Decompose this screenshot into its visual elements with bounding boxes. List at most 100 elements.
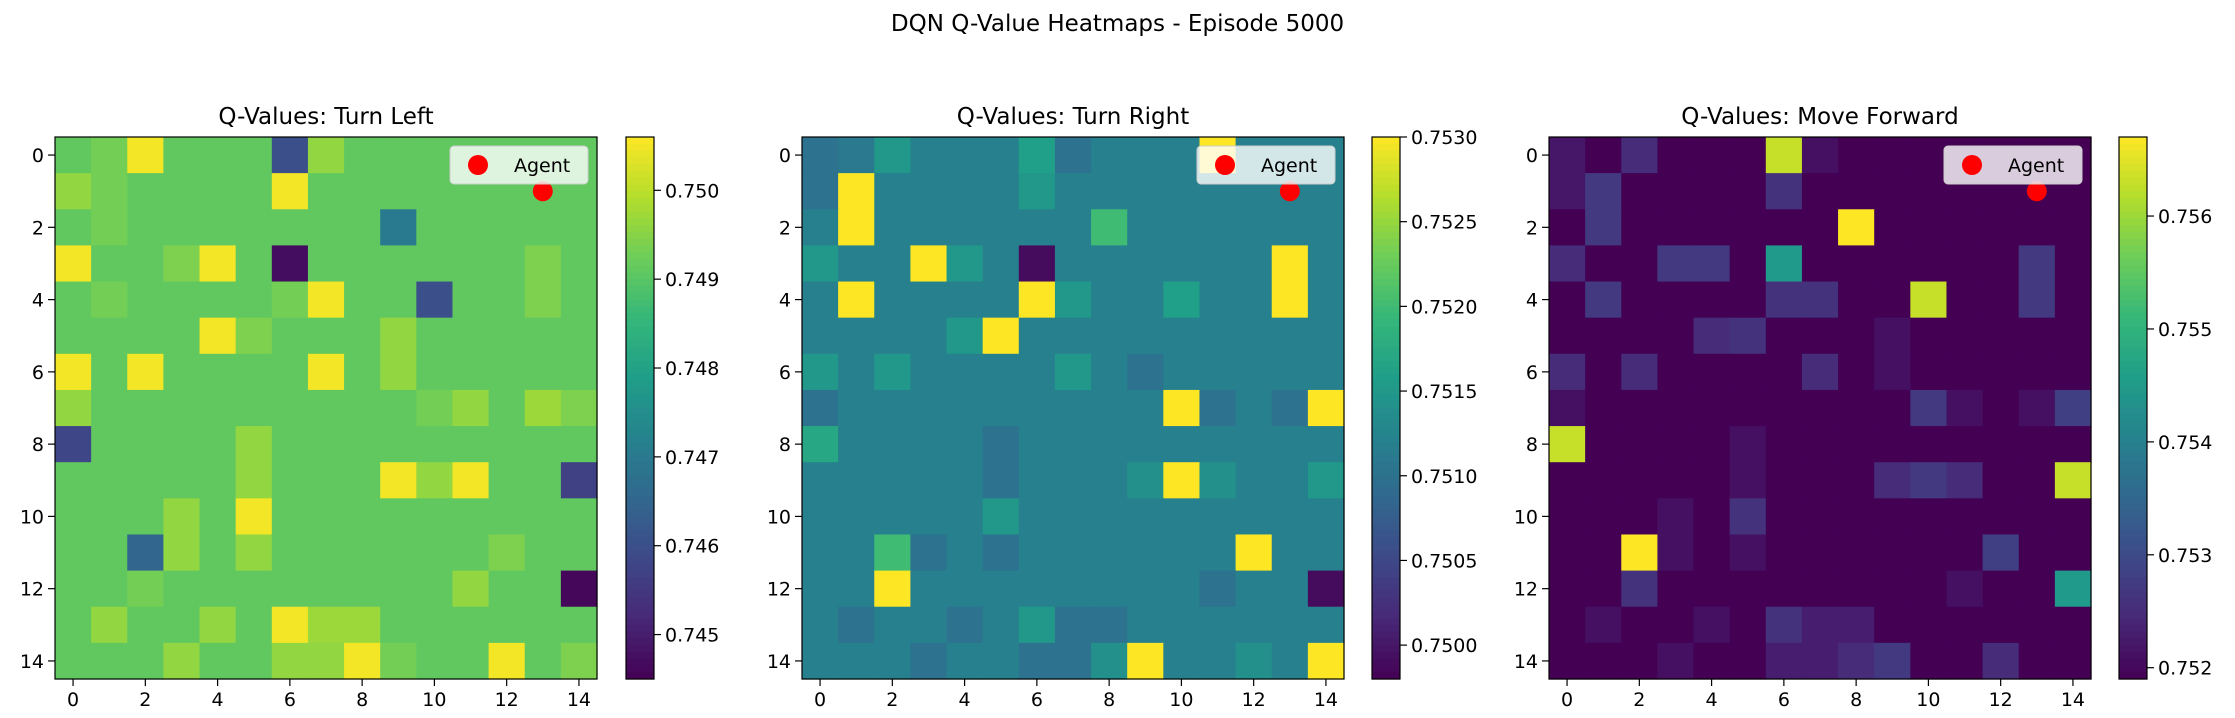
heatmap-cell (452, 462, 490, 499)
colorbar-segment (626, 218, 654, 226)
colorbar-segment (2119, 225, 2147, 233)
colorbar-segment (2119, 272, 2147, 280)
heatmap-cell (524, 389, 562, 427)
colorbar-tick-label: 0.755 (2158, 319, 2212, 341)
heatmap-cell (1054, 462, 1092, 499)
heatmap-cell (2018, 317, 2056, 355)
colorbar-segment (1372, 272, 1400, 280)
colorbar-segment (2119, 170, 2147, 179)
heatmap-cell (91, 137, 128, 174)
heatmap-cell (1801, 642, 1839, 680)
heatmap-cell (982, 173, 1020, 210)
colorbar-segment (626, 238, 654, 246)
heatmap-cell (235, 137, 273, 174)
heatmap-cell (55, 173, 92, 210)
colorbar-segment (1372, 374, 1400, 382)
colorbar-segment (2119, 340, 2147, 348)
heatmap-cell (982, 498, 1020, 536)
heatmap-cell (1621, 606, 1658, 644)
heatmap-cell (1091, 606, 1128, 644)
heatmap-cell (1765, 570, 1803, 608)
y-tick-label: 4 (32, 290, 44, 312)
colorbar-segment (1372, 475, 1400, 484)
heatmap-cell (1091, 353, 1128, 391)
heatmap-cell (488, 462, 526, 499)
heatmap-cell (1549, 642, 1586, 680)
colorbar-segment (626, 496, 654, 504)
x-tick-label: 10 (1916, 689, 1940, 711)
colorbar-segment (2119, 353, 2147, 362)
colorbar-segment (1372, 502, 1400, 511)
heatmap-cell (1729, 173, 1767, 210)
heatmap-cell (910, 642, 948, 680)
colorbar-segment (626, 448, 654, 457)
colorbar-segment (2119, 604, 2147, 612)
heatmap-cell (344, 534, 381, 572)
heatmap-cell (1801, 462, 1839, 499)
heatmap-cell (1946, 426, 1984, 463)
heatmap-cell (2054, 353, 2092, 391)
colorbar-segment (626, 482, 654, 490)
heatmap-cell (380, 534, 417, 572)
y-tick-label: 14 (767, 651, 791, 673)
colorbar-segment (1372, 279, 1400, 287)
heatmap-cell (1657, 462, 1695, 499)
colorbar-segment (2119, 258, 2147, 267)
heatmap-cell (838, 317, 875, 355)
colorbar-segment (626, 394, 654, 402)
heatmap-cell (1127, 137, 1164, 174)
x-tick-label: 0 (67, 689, 79, 711)
heatmap-cell (1838, 498, 1875, 536)
heatmap-cell (1199, 642, 1237, 680)
colorbar-segment (1372, 624, 1400, 633)
heatmap-cell (91, 570, 128, 608)
heatmap-cell (1946, 245, 1984, 283)
colorbar-segment (626, 164, 654, 172)
heatmap-cell (307, 462, 345, 499)
heatmap-cell (910, 317, 948, 355)
heatmap-cell (452, 498, 490, 536)
heatmap-cell (416, 281, 454, 319)
heatmap-cell (1054, 353, 1092, 391)
heatmap-cell (1091, 173, 1128, 210)
colorbar-tick-label: 0.7525 (1411, 212, 1477, 234)
colorbar-segment (626, 631, 654, 639)
legend-box (1943, 145, 2083, 185)
heatmap-cell (802, 642, 839, 680)
colorbar-segment (1372, 421, 1400, 429)
colorbar-segment (2119, 536, 2147, 545)
heatmap-cell (1127, 317, 1164, 355)
heatmap-panel (1542, 136, 2154, 686)
heatmap-cell (838, 606, 875, 644)
heatmap-cell (1585, 462, 1622, 499)
colorbar-segment (626, 428, 654, 436)
colorbar-segment (626, 231, 654, 240)
heatmap-cell (1765, 353, 1803, 391)
colorbar-segment (626, 374, 654, 382)
heatmap-cell (1163, 137, 1201, 174)
heatmap-cell (452, 570, 490, 608)
colorbar-segment (1372, 299, 1400, 307)
heatmap-cell (874, 462, 911, 499)
colorbar-segment (626, 292, 654, 301)
heatmap-cell (560, 642, 598, 680)
heatmap-cell (1874, 570, 1911, 608)
heatmap-cell (1621, 498, 1658, 536)
heatmap-cell (910, 209, 948, 246)
heatmap-cell (1838, 606, 1875, 644)
heatmap-cell (1874, 426, 1911, 463)
heatmap-cell (488, 389, 526, 427)
colorbar-segment (1372, 319, 1400, 328)
heatmap-cell (1054, 317, 1092, 355)
heatmap-cell (1657, 642, 1695, 680)
colorbar-segment (626, 523, 654, 531)
heatmap-cell (560, 534, 598, 572)
colorbar-segment (626, 286, 654, 294)
heatmap-cell (127, 173, 164, 210)
heatmap-cell (127, 317, 164, 355)
heatmap-cell (874, 317, 911, 355)
heatmap-cell (1765, 606, 1803, 644)
heatmap-cell (1585, 245, 1622, 283)
heatmap-cell (55, 642, 92, 680)
heatmap-cell (946, 570, 984, 608)
